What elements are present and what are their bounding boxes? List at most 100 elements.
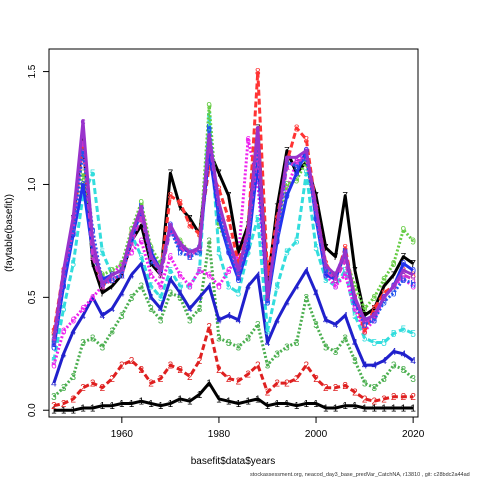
data-point-marker: 7 [109, 282, 115, 293]
data-point-marker: b [236, 270, 242, 281]
data-point-marker: 4 [100, 311, 106, 322]
data-point-marker: 4 [401, 349, 407, 360]
data-point-marker: c [411, 270, 416, 281]
data-point-marker: 4 [255, 270, 261, 281]
data-point-marker: c [352, 293, 357, 304]
data-point-marker: 6 [80, 304, 86, 315]
data-point-marker: 3 [148, 304, 154, 315]
data-point-marker: 4 [119, 288, 125, 299]
data-point-marker: 1 [342, 401, 348, 412]
data-point-marker: b [129, 234, 135, 245]
data-point-marker: c [129, 230, 134, 241]
y-tick-label: 0.0 [27, 403, 38, 417]
data-point-marker: a [342, 257, 348, 268]
data-point-marker: 8 [410, 270, 416, 281]
data-point-marker: 7 [274, 203, 280, 214]
data-point-marker: 1 [71, 406, 77, 417]
data-point-marker: c [110, 270, 115, 281]
data-point-marker: 6 [139, 236, 145, 247]
data-point-marker: 7 [284, 146, 290, 157]
data-point-marker: 4 [109, 304, 115, 315]
data-point-marker: 2 [391, 392, 397, 403]
footnote: stockassessment.org, neacod_day3_base_pr… [250, 472, 470, 478]
data-point-marker: b [71, 225, 77, 236]
data-point-marker: 1 [381, 404, 387, 415]
data-point-marker: 7 [333, 252, 339, 263]
data-point-marker: 4 [148, 293, 154, 304]
data-point-marker: 9 [410, 236, 416, 247]
data-point-marker: 3 [265, 361, 271, 372]
data-point-marker: c [391, 282, 396, 293]
data-point-marker: 9 [381, 275, 387, 286]
data-point-marker: 5 [372, 338, 378, 349]
data-point-marker: 9 [206, 101, 212, 112]
data-point-marker: a [294, 157, 300, 168]
data-point-marker: 3 [158, 315, 164, 326]
data-point-marker: 2 [352, 388, 358, 399]
data-point-marker: c [236, 266, 241, 277]
data-point-marker: 0 [294, 169, 300, 180]
data-point-marker: 3 [304, 293, 310, 304]
data-point-marker: a [100, 282, 106, 293]
data-point-marker: 7 [372, 304, 378, 315]
data-point-marker: 1 [148, 399, 154, 410]
data-point-marker: c [314, 203, 319, 214]
data-point-marker: b [80, 146, 86, 157]
data-point-marker: 3 [226, 338, 232, 349]
data-point-marker: 3 [294, 338, 300, 349]
data-point-marker: 8 [177, 198, 183, 209]
data-point-marker: 7 [313, 191, 319, 202]
data-point-marker: 1 [61, 406, 67, 417]
data-point-marker: 5 [352, 311, 358, 322]
data-point-marker: 3 [284, 343, 290, 354]
data-point-marker: 2 [362, 394, 368, 405]
data-point-marker: 5 [177, 282, 183, 293]
data-point-marker: 8 [342, 243, 348, 254]
data-point-marker: 3 [61, 383, 67, 394]
data-point-marker: 2 [226, 374, 232, 385]
data-point-marker: 8 [362, 327, 368, 338]
data-point-marker: 3 [177, 293, 183, 304]
data-point-marker: 3 [206, 236, 212, 247]
data-point-marker: 9 [216, 221, 222, 232]
data-point-marker: 2 [372, 397, 378, 408]
data-point-marker: 8 [216, 185, 222, 196]
data-point-marker: 1 [294, 401, 300, 412]
data-point-marker: 2 [119, 361, 125, 372]
data-point-marker: 4 [372, 361, 378, 372]
data-point-marker: 2 [274, 379, 280, 390]
data-point-marker: c [71, 212, 76, 223]
data-point-marker: 5 [381, 338, 387, 349]
data-point-marker: a [51, 338, 57, 349]
data-point-marker: 3 [236, 343, 242, 354]
data-point-marker: 2 [158, 374, 164, 385]
data-point-marker: 7 [168, 169, 174, 180]
data-point-marker: 4 [265, 338, 271, 349]
data-point-marker: 1 [352, 401, 358, 412]
data-point-marker: 4 [197, 293, 203, 304]
series-line [53, 381, 414, 412]
data-point-marker: 5 [139, 252, 145, 263]
data-point-marker: 2 [323, 383, 329, 394]
data-point-marker: 2 [139, 365, 145, 376]
data-point-marker: 5 [245, 248, 251, 259]
data-point-marker: 2 [197, 356, 203, 367]
data-point-marker: 4 [323, 315, 329, 326]
data-point-marker: 4 [187, 304, 193, 315]
data-point-marker: c [333, 270, 338, 281]
data-point-marker: 3 [391, 361, 397, 372]
data-point-marker: 4 [61, 349, 67, 360]
data-point-marker: 1 [226, 397, 232, 408]
data-point-marker: 3 [197, 304, 203, 315]
y-tick-label: 0.5 [27, 290, 38, 304]
data-point-marker: 9 [284, 180, 290, 191]
data-point-marker: 2 [71, 394, 77, 405]
data-point-marker: c [119, 266, 124, 277]
data-point-marker: 3 [255, 320, 261, 331]
data-point-marker: 1 [90, 404, 96, 415]
data-point-marker: 9 [294, 175, 300, 186]
data-point-marker: 7 [352, 266, 358, 277]
series-line [52, 239, 415, 398]
data-point-marker: 2 [381, 394, 387, 405]
data-point-marker: b [61, 275, 67, 286]
